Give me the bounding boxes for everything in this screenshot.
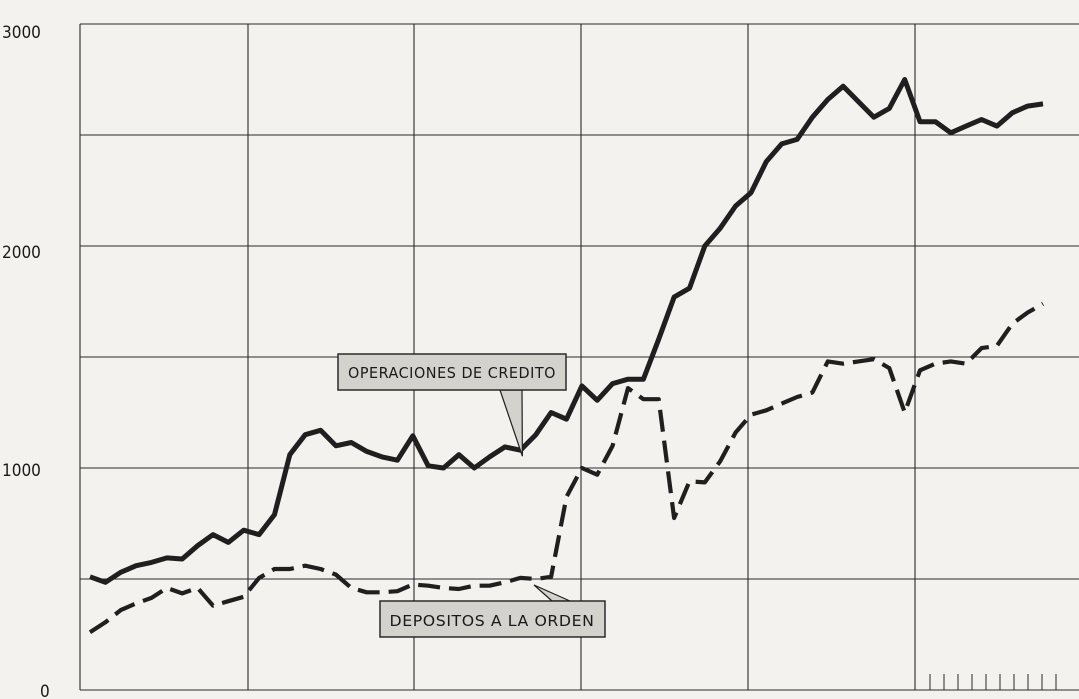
series-line-depositos-a-la-orden — [88, 301, 1045, 635]
callout-depositos-a-la-orden: DEPOSITOS A LA ORDEN — [379, 584, 606, 638]
callout-box — [337, 353, 567, 391]
series-line-operaciones-de-credito — [89, 77, 1044, 585]
series-group — [88, 77, 1045, 635]
callout-label: DEPOSITOS A LA ORDEN — [390, 612, 595, 630]
y-tick-label-0: 0 — [40, 682, 50, 699]
y-axis-tick-labels: 3000 2000 1000 0 — [2, 23, 50, 699]
callout-label: OPERACIONES DE CREDITO — [348, 364, 556, 382]
callout-pointer — [533, 584, 571, 602]
callout-box — [379, 600, 606, 638]
y-tick-label-1000: 1000 — [2, 461, 41, 481]
y-tick-label-3000: 3000 — [2, 23, 41, 43]
callout-operaciones-de-credito: OPERACIONES DE CREDITO — [337, 353, 567, 457]
y-tick-label-2000: 2000 — [2, 243, 41, 263]
grid — [79, 23, 1079, 691]
